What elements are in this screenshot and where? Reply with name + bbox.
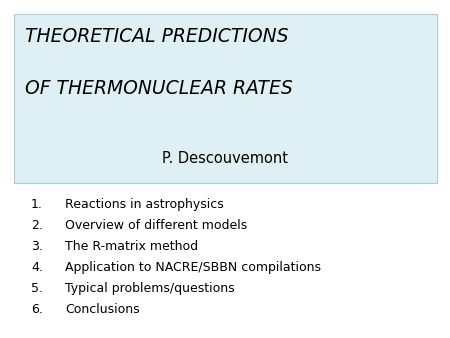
Text: Overview of different models: Overview of different models xyxy=(65,219,248,232)
Text: Typical problems/questions: Typical problems/questions xyxy=(65,282,235,294)
Text: Conclusions: Conclusions xyxy=(65,303,140,315)
Text: OF THERMONUCLEAR RATES: OF THERMONUCLEAR RATES xyxy=(25,79,292,98)
Text: 4.: 4. xyxy=(31,261,43,273)
Text: THEORETICAL PREDICTIONS: THEORETICAL PREDICTIONS xyxy=(25,27,288,46)
Text: The R-matrix method: The R-matrix method xyxy=(65,240,198,252)
Text: Reactions in astrophysics: Reactions in astrophysics xyxy=(65,198,224,211)
Text: 2.: 2. xyxy=(31,219,43,232)
Text: Application to NACRE/SBBN compilations: Application to NACRE/SBBN compilations xyxy=(65,261,321,273)
Text: P. Descouvemont: P. Descouvemont xyxy=(162,151,288,166)
Text: 1.: 1. xyxy=(31,198,43,211)
FancyBboxPatch shape xyxy=(14,14,436,183)
Text: 5.: 5. xyxy=(31,282,43,294)
Text: 6.: 6. xyxy=(31,303,43,315)
Text: 3.: 3. xyxy=(31,240,43,252)
